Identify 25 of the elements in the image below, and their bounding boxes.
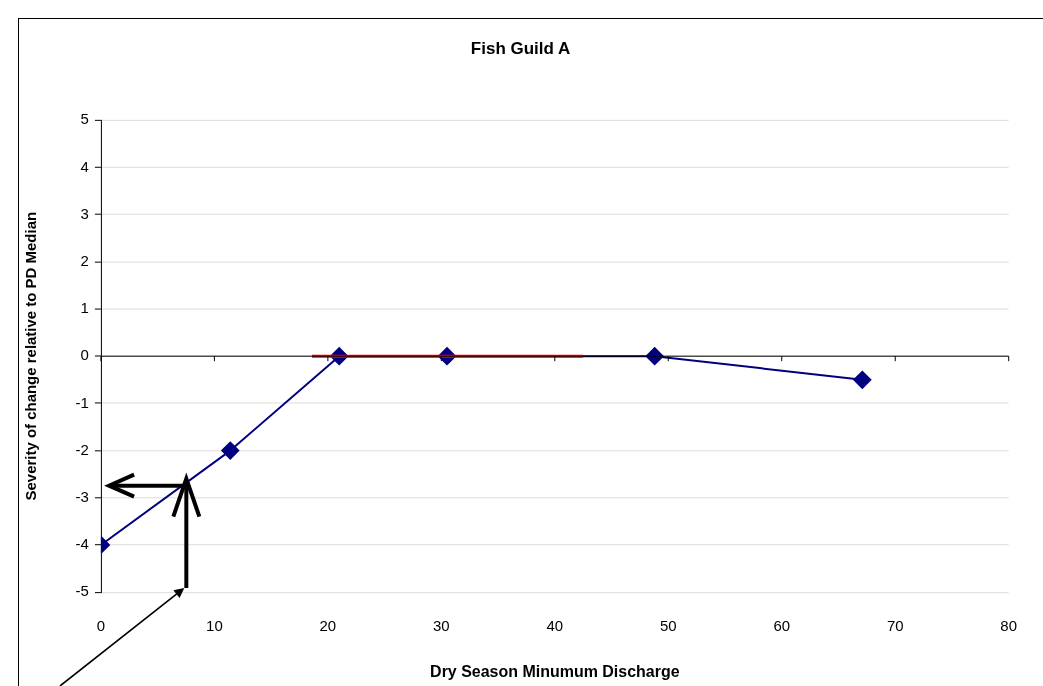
x-tick-label: 80 <box>1000 617 1018 635</box>
y-tick-label: 5 <box>80 110 89 128</box>
y-axis-title: Severity of change relative to PD Median <box>22 211 40 501</box>
point <box>853 370 872 389</box>
y-tick-label: 0 <box>80 346 89 364</box>
y-tick-label: -4 <box>75 535 89 553</box>
x-tick-label: 10 <box>206 617 223 635</box>
y-tick-label: -2 <box>75 440 89 458</box>
y-tick-label: -1 <box>75 393 89 411</box>
x-tick-label: 70 <box>886 617 904 635</box>
x-tick-label: 50 <box>659 617 677 635</box>
y-tick-label: 1 <box>80 299 89 317</box>
point <box>221 441 240 460</box>
y-tick-label: 3 <box>80 204 89 222</box>
x-tick-label: 20 <box>319 617 337 635</box>
x-tick-label: 30 <box>433 617 450 635</box>
x-tick-label: 0 <box>96 617 106 635</box>
y-tick-label: 4 <box>80 157 89 175</box>
x-tick-label: 40 <box>546 617 564 635</box>
y-tick-label: -3 <box>75 487 89 505</box>
x-tick-label: 60 <box>773 617 791 635</box>
y-tick-label: 2 <box>80 251 89 269</box>
y-tick-label: -5 <box>75 582 89 600</box>
chart-title: Fish Guild A <box>470 38 571 58</box>
x-axis-title: Dry Season Minumum Discharge <box>430 662 680 680</box>
